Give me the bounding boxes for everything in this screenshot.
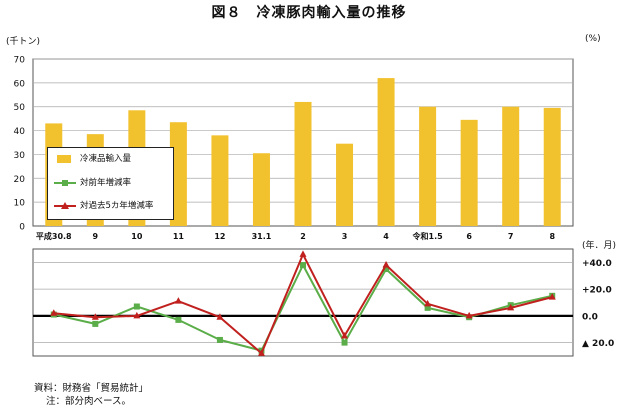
bar <box>336 143 354 226</box>
note-text: 注：部分肉ベース。 <box>46 396 132 407</box>
x-tick-label: 11 <box>173 232 185 241</box>
legend-label-vs5y: 対過去5カ年増減率 <box>80 201 154 211</box>
point-vs5y <box>133 311 141 319</box>
point-vs5y <box>382 261 390 268</box>
x-tick-label: 7 <box>508 232 514 241</box>
line-y-tick-label: +20.0 <box>582 286 612 296</box>
bar-y-tick-label: 50 <box>14 103 26 113</box>
x-tick-label: 2 <box>300 232 306 241</box>
line-y-tick-label: +40.0 <box>582 259 612 269</box>
point-vs5y <box>507 303 515 311</box>
source-text: 資料：財務省「貿易統計」 <box>34 383 149 394</box>
x-tick-label: 10 <box>131 232 143 241</box>
bar-y-tick-label: 60 <box>14 79 26 89</box>
x-tick-label: 9 <box>93 232 99 241</box>
legend-yoy-line <box>54 180 76 186</box>
point-yoy <box>175 316 182 323</box>
x-tick-label: 平成30.8 <box>36 231 72 241</box>
x-tick-label: 8 <box>549 232 555 241</box>
point-vs5y <box>465 311 473 319</box>
bar-y-tick-label: 40 <box>14 127 26 137</box>
point-vs5y <box>50 309 58 316</box>
legend-label-yoy: 対前年増減率 <box>80 178 132 188</box>
source-notes: 資料：財務省「貿易統計」 注：部分肉ベース。 <box>34 382 148 408</box>
point-vs5y <box>299 250 307 257</box>
line-x-unit: (年．月) <box>582 239 616 251</box>
page-title: 図８ 冷凍豚肉輸入量の推移 <box>211 5 407 21</box>
point-vs5y <box>424 299 432 307</box>
point-yoy <box>133 303 140 310</box>
bar-y-tick-label: 20 <box>14 175 26 185</box>
bar <box>252 153 270 226</box>
bar <box>502 106 520 226</box>
point-yoy <box>300 262 306 269</box>
bar <box>294 101 312 226</box>
bar <box>377 78 395 226</box>
point-vs5y <box>174 297 182 304</box>
x-tick-label: 令和1.5 <box>412 231 444 241</box>
point-yoy <box>424 304 431 311</box>
line-panel: +40.0 +20.0 0.0 ▲ 20.0 (年．月) <box>32 239 616 357</box>
line-y-tick-label: ▲ 20.0 <box>582 339 614 349</box>
legend: 冷凍品輸入量 対前年増減率 対過去5カ年増減率 <box>47 147 174 220</box>
legend-label-bar: 冷凍品輸入量 <box>80 154 132 164</box>
bar-y-tick-label: 70 <box>14 56 26 66</box>
left-axis-unit: (千トン) <box>6 37 41 47</box>
bar-y-tick-label: 0 <box>19 223 25 233</box>
bar-y-tick-label: 30 <box>14 151 26 161</box>
point-vs5y <box>341 331 349 339</box>
legend-bar-swatch <box>57 155 71 163</box>
line-y-tick-label: 0.0 <box>582 312 598 322</box>
bar <box>419 106 437 226</box>
bar <box>543 107 561 226</box>
point-vs5y <box>257 349 265 356</box>
x-tick-label: 6 <box>466 232 472 241</box>
x-tick-label: 31.1 <box>252 232 272 241</box>
point-yoy <box>341 339 348 346</box>
point-vs5y <box>216 313 224 320</box>
bar <box>169 122 187 226</box>
right-axis-unit: (%) <box>585 34 601 44</box>
bar <box>460 119 478 226</box>
point-yoy <box>383 266 390 273</box>
x-tick-label: 4 <box>383 232 389 241</box>
legend-vs5y-line <box>54 202 76 209</box>
bar-y-tick-label: 10 <box>14 199 26 209</box>
x-tick-label: 3 <box>342 232 348 241</box>
point-yoy <box>92 320 99 327</box>
point-yoy <box>216 336 223 343</box>
point-vs5y <box>548 293 556 300</box>
point-vs5y <box>91 313 99 320</box>
bar <box>211 135 229 226</box>
x-tick-label: 12 <box>214 232 225 241</box>
